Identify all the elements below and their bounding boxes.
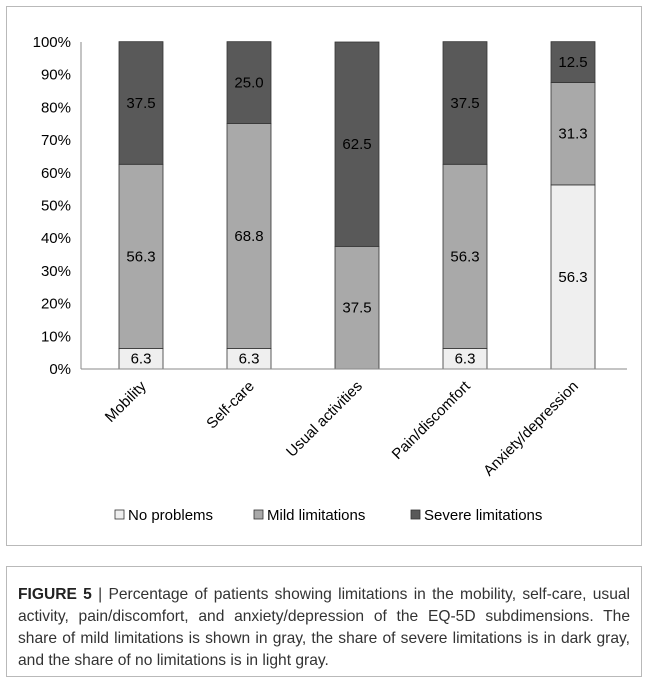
figure-label: FIGURE 5 — [18, 586, 92, 603]
bar-segment — [226, 41, 272, 124]
y-tick-label: 50% — [41, 198, 71, 215]
data-label: 37.5 — [126, 95, 155, 112]
data-label: 56.3 — [450, 248, 479, 265]
legend-swatch — [253, 509, 264, 520]
x-category-label: Usual activities — [283, 378, 366, 461]
legend-swatch — [114, 509, 125, 520]
bar-segment — [118, 163, 164, 349]
y-tick-label: 40% — [41, 230, 71, 247]
data-label: 56.3 — [558, 269, 587, 286]
y-tick-label: 30% — [41, 263, 71, 280]
bar-segment — [334, 245, 380, 370]
y-tick-label: 100% — [33, 34, 71, 51]
y-tick-label: 20% — [41, 296, 71, 313]
x-category-label: Self-care — [203, 378, 257, 432]
bar-segment — [550, 41, 596, 83]
data-label: 56.3 — [126, 248, 155, 265]
data-label: 6.3 — [455, 351, 476, 368]
chart-panel: 0% 10% 20% 30% 40% 50% 60% 70% 80% 90% 100% 6.3 56.3… — [6, 6, 642, 546]
data-label: 6.3 — [239, 351, 260, 368]
bar-segment — [334, 41, 380, 247]
x-category-label: Mobility — [102, 377, 150, 425]
data-label: 25.0 — [234, 75, 263, 92]
bar-segment — [550, 184, 596, 370]
legend-label: Mild limitations — [267, 507, 365, 524]
stacked-bar-chart: 0% 10% 20% 30% 40% 50% 60% 70% 80% 90% 100% 6.3 56.3… — [33, 34, 627, 524]
bar-segment — [550, 82, 596, 186]
y-tick-label: 10% — [41, 328, 71, 345]
y-tick-label: 0% — [49, 361, 71, 378]
data-label: 37.5 — [450, 95, 479, 112]
y-tick-label: 90% — [41, 67, 71, 84]
legend-swatch — [410, 509, 421, 520]
bar-segment — [118, 41, 164, 165]
bar-segment — [226, 123, 272, 349]
figure-caption-panel: FIGURE 5 | Percentage of patients showin… — [6, 566, 642, 677]
x-category-label: Anxiety/depression — [480, 378, 582, 480]
legend-label: Severe limitations — [424, 507, 542, 524]
data-label: 37.5 — [342, 300, 371, 317]
x-category-label: Pain/discomfort — [389, 377, 475, 463]
caption-text: Percentage of patients showing limitatio… — [18, 586, 631, 669]
data-label: 6.3 — [131, 351, 152, 368]
data-label: 62.5 — [342, 136, 371, 153]
data-label: 12.5 — [558, 54, 587, 71]
y-tick-label: 60% — [41, 165, 71, 182]
y-tick-label: 80% — [41, 99, 71, 116]
bar-segment — [442, 41, 488, 165]
data-label: 31.3 — [558, 126, 587, 143]
legend-label: No problems — [128, 507, 213, 524]
caption-separator: | — [91, 586, 109, 603]
y-tick-label: 70% — [41, 132, 71, 149]
figure-caption: FIGURE 5 | Percentage of patients showin… — [18, 584, 630, 672]
data-label: 68.8 — [234, 228, 263, 245]
